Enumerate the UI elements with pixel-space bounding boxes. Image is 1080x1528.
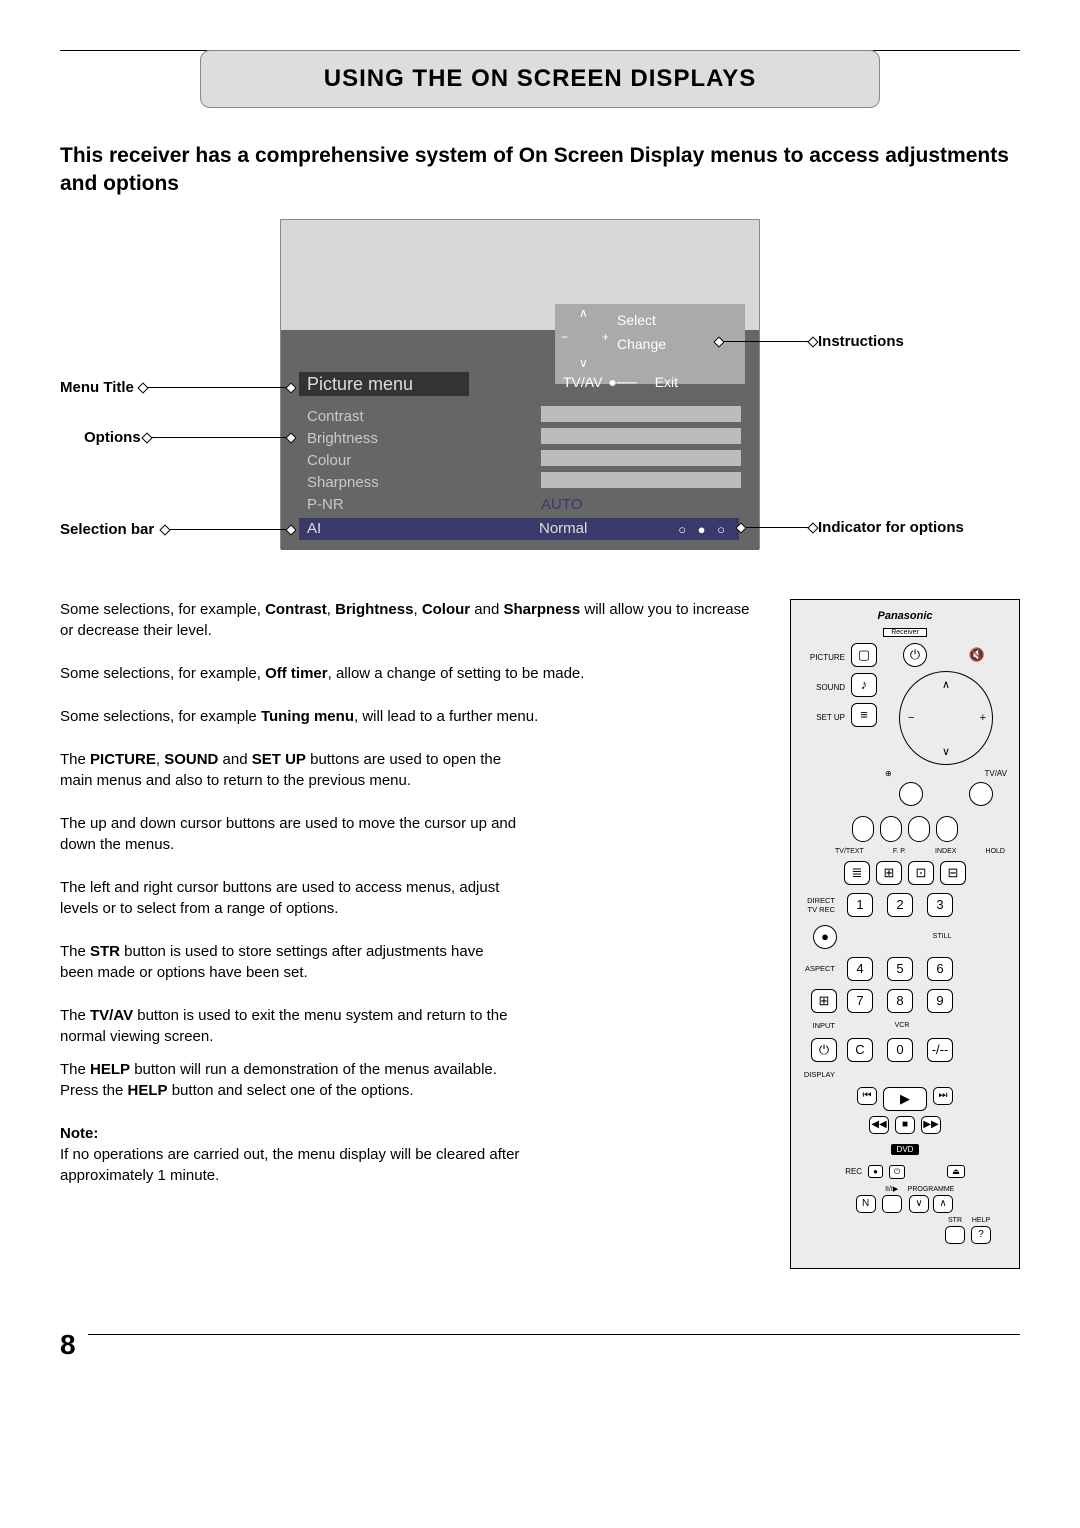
osd-menu-items: Contrast Brightness Colour Sharpness P-N… <box>307 406 379 516</box>
callout-indicator: Indicator for options <box>818 519 964 536</box>
timer-button[interactable]: ⏻ <box>811 1038 837 1062</box>
remote-brand: Panasonic <box>801 610 1009 622</box>
stop-button[interactable]: ■ <box>895 1116 915 1134</box>
num-6[interactable]: 6 <box>927 957 953 981</box>
guide-exit: Exit <box>655 374 678 390</box>
setup-button[interactable]: ≡ <box>851 703 877 727</box>
num-8[interactable]: 8 <box>887 989 913 1013</box>
osd-selection-bar: AI Normal ○ ● ○ <box>299 518 739 540</box>
num-1[interactable]: 1 <box>847 893 873 917</box>
callout-menu-title: Menu Title <box>60 379 134 396</box>
callout-instructions: Instructions <box>818 333 904 350</box>
prev-button[interactable]: ⏮ <box>857 1087 877 1105</box>
num-5[interactable]: 5 <box>887 957 913 981</box>
mute-icon[interactable]: 🔇 <box>965 643 989 667</box>
num-3[interactable]: 3 <box>927 893 953 917</box>
aspect-button[interactable]: ⊞ <box>811 989 837 1013</box>
color-green[interactable] <box>880 816 902 842</box>
para-1: Some selections, for example, Contrast, … <box>60 599 760 641</box>
num-dash[interactable]: -/-- <box>927 1038 953 1062</box>
para-7: The STR button is used to store settings… <box>60 941 520 983</box>
intro-text: This receiver has a comprehensive system… <box>60 142 1020 199</box>
para-4: The PICTURE, SOUND and SET UP buttons ar… <box>60 749 520 791</box>
receiver-label: Receiver <box>883 628 927 637</box>
color-red[interactable] <box>852 816 874 842</box>
power-button[interactable]: ⏻ <box>903 643 927 667</box>
para-9: The HELP button will run a demonstration… <box>60 1059 520 1101</box>
str-button[interactable] <box>945 1226 965 1244</box>
ch-button[interactable] <box>899 782 923 806</box>
rec-button[interactable]: ● <box>868 1165 883 1178</box>
num-c[interactable]: C <box>847 1038 873 1062</box>
tvtext-button[interactable]: ≣ <box>844 861 870 885</box>
help-button[interactable]: ? <box>971 1226 991 1244</box>
num-4[interactable]: 4 <box>847 957 873 981</box>
page-number: 8 <box>60 1329 76 1361</box>
osd-diagram: ∧∨ −+ Select Change TV/AV ●── Exit Pictu… <box>60 219 1020 559</box>
sound-button[interactable]: ♪ <box>851 673 877 697</box>
rec-dot[interactable]: ● <box>813 925 837 949</box>
n-button[interactable]: N <box>856 1195 876 1213</box>
num-0[interactable]: 0 <box>887 1038 913 1062</box>
num-9[interactable]: 9 <box>927 989 953 1013</box>
vcr-power[interactable]: ⏻ <box>889 1165 905 1179</box>
osd-title: Picture menu <box>299 372 469 396</box>
para-5: The up and down cursor buttons are used … <box>60 813 520 855</box>
fp-button[interactable]: ⊞ <box>876 861 902 885</box>
hold-button[interactable]: ⊟ <box>940 861 966 885</box>
guide-change: Change <box>617 336 666 352</box>
eject-button[interactable]: ⏏ <box>947 1165 965 1178</box>
transport-controls: ⏮ ▶ ⏭ ◀◀ ■ ▶▶ <box>801 1087 1009 1134</box>
guide-tvav: TV/AV <box>563 374 602 390</box>
callout-selection-bar: Selection bar <box>60 521 154 538</box>
index-button[interactable]: ⊡ <box>908 861 934 885</box>
callout-options: Options <box>84 429 141 446</box>
para-8: The TV/AV button is used to exit the men… <box>60 1005 520 1047</box>
remote-control: Panasonic Receiver PICTURE SOUND SET UP … <box>790 599 1020 1269</box>
num-7[interactable]: 7 <box>847 989 873 1013</box>
color-blue[interactable] <box>936 816 958 842</box>
note: Note: If no operations are carried out, … <box>60 1123 520 1186</box>
pause-button[interactable] <box>882 1195 902 1213</box>
prog-down[interactable]: ∨ <box>909 1195 929 1213</box>
num-2[interactable]: 2 <box>887 893 913 917</box>
play-button[interactable]: ▶ <box>883 1087 927 1111</box>
guide-select: Select <box>617 312 656 328</box>
color-yellow[interactable] <box>908 816 930 842</box>
picture-button[interactable]: ▢ <box>851 643 877 667</box>
rew-button[interactable]: ◀◀ <box>869 1116 889 1134</box>
para-3: Some selections, for example Tuning menu… <box>60 706 760 727</box>
ff-button[interactable]: ▶▶ <box>921 1116 941 1134</box>
page-title: USING THE ON SCREEN DISPLAYS <box>200 50 880 108</box>
tvav-button[interactable] <box>969 782 993 806</box>
para-2: Some selections, for example, Off timer,… <box>60 663 760 684</box>
prog-up[interactable]: ∧ <box>933 1195 953 1213</box>
para-6: The left and right cursor buttons are us… <box>60 877 520 919</box>
next-button[interactable]: ⏭ <box>933 1087 953 1105</box>
nav-pad[interactable]: ∧∨−+ <box>899 671 993 765</box>
osd-auto: AUTO <box>541 496 582 513</box>
